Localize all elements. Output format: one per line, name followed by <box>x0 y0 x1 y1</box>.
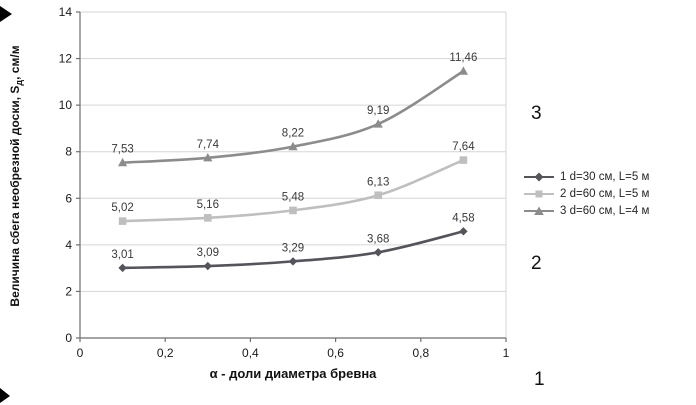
y-tick-label: 12 <box>59 52 73 66</box>
y-tick-label: 14 <box>59 5 73 19</box>
side-annotation-2: 2 <box>531 253 542 274</box>
y-tick-label: 8 <box>65 145 72 159</box>
marker-diamond <box>459 227 468 236</box>
legend-label: 3 d=60 см, L=4 м <box>560 205 650 217</box>
legend-square-icon <box>524 190 554 198</box>
scan-artifact-bottom-left <box>0 388 10 403</box>
y-tick-label: 0 <box>65 331 72 345</box>
y-tick-label: 2 <box>65 284 72 298</box>
x-tick-label: 1 <box>503 346 510 360</box>
legend-item: 1 d=30 см, L=5 м <box>524 171 696 183</box>
legend-diamond-icon <box>524 172 554 182</box>
point-label: 7,64 <box>452 141 475 153</box>
marker-triangle <box>118 157 128 167</box>
point-label: 4,58 <box>452 212 474 224</box>
point-label: 3,29 <box>282 242 304 254</box>
marker-square <box>459 156 468 164</box>
x-tick-label: 0 <box>77 346 84 360</box>
marker-triangle <box>373 119 383 128</box>
point-label: 9,19 <box>367 105 389 117</box>
legend-label: 1 d=30 см, L=5 м <box>560 171 650 183</box>
point-label: 5,02 <box>111 202 133 214</box>
point-label: 7,53 <box>111 144 133 156</box>
y-tick-label: 10 <box>59 98 73 112</box>
point-label: 7,74 <box>197 139 220 151</box>
marker-square <box>204 214 212 222</box>
legend-item: 3 d=60 см, L=4 м <box>524 205 696 217</box>
marker-diamond <box>203 261 212 271</box>
point-label: 5,16 <box>197 199 219 211</box>
scan-artifact-top-left <box>0 6 12 22</box>
x-axis-title: α - доли диаметра бревна <box>209 366 377 381</box>
x-tick-label: 0,2 <box>157 346 174 360</box>
marker-diamond <box>288 257 298 266</box>
side-annotation-1: 1 <box>534 369 545 390</box>
legend-item: 2 d=60 см, L=5 м <box>524 188 696 200</box>
x-tick-label: 0,6 <box>327 346 344 360</box>
legend-triangle-icon <box>524 206 554 215</box>
y-tick-label: 6 <box>65 191 72 205</box>
point-label: 5,48 <box>282 191 304 203</box>
marker-square <box>374 191 382 200</box>
marker-diamond <box>118 263 127 273</box>
marker-triangle <box>288 141 298 151</box>
point-label: 3,68 <box>367 233 389 245</box>
point-label: 3,09 <box>197 247 219 259</box>
marker-triangle <box>203 152 213 162</box>
x-tick-label: 0,8 <box>412 346 429 360</box>
y-tick-label: 4 <box>65 238 72 252</box>
marker-square <box>118 217 127 225</box>
marker-diamond <box>374 248 383 257</box>
side-annotation-3: 3 <box>531 103 542 124</box>
point-label: 6,13 <box>367 176 389 188</box>
point-label: 3,01 <box>111 249 133 261</box>
marker-triangle <box>458 66 468 75</box>
point-label: 8,22 <box>282 128 304 140</box>
marker-square <box>289 206 297 215</box>
chart-legend: 1 d=30 см, L=5 м 2 d=60 см, L=5 м 3 d=60 с… <box>524 171 696 217</box>
x-tick-label: 0,4 <box>242 346 259 360</box>
legend-label: 2 d=60 см, L=5 м <box>560 188 650 200</box>
point-label: 11,46 <box>449 52 477 64</box>
